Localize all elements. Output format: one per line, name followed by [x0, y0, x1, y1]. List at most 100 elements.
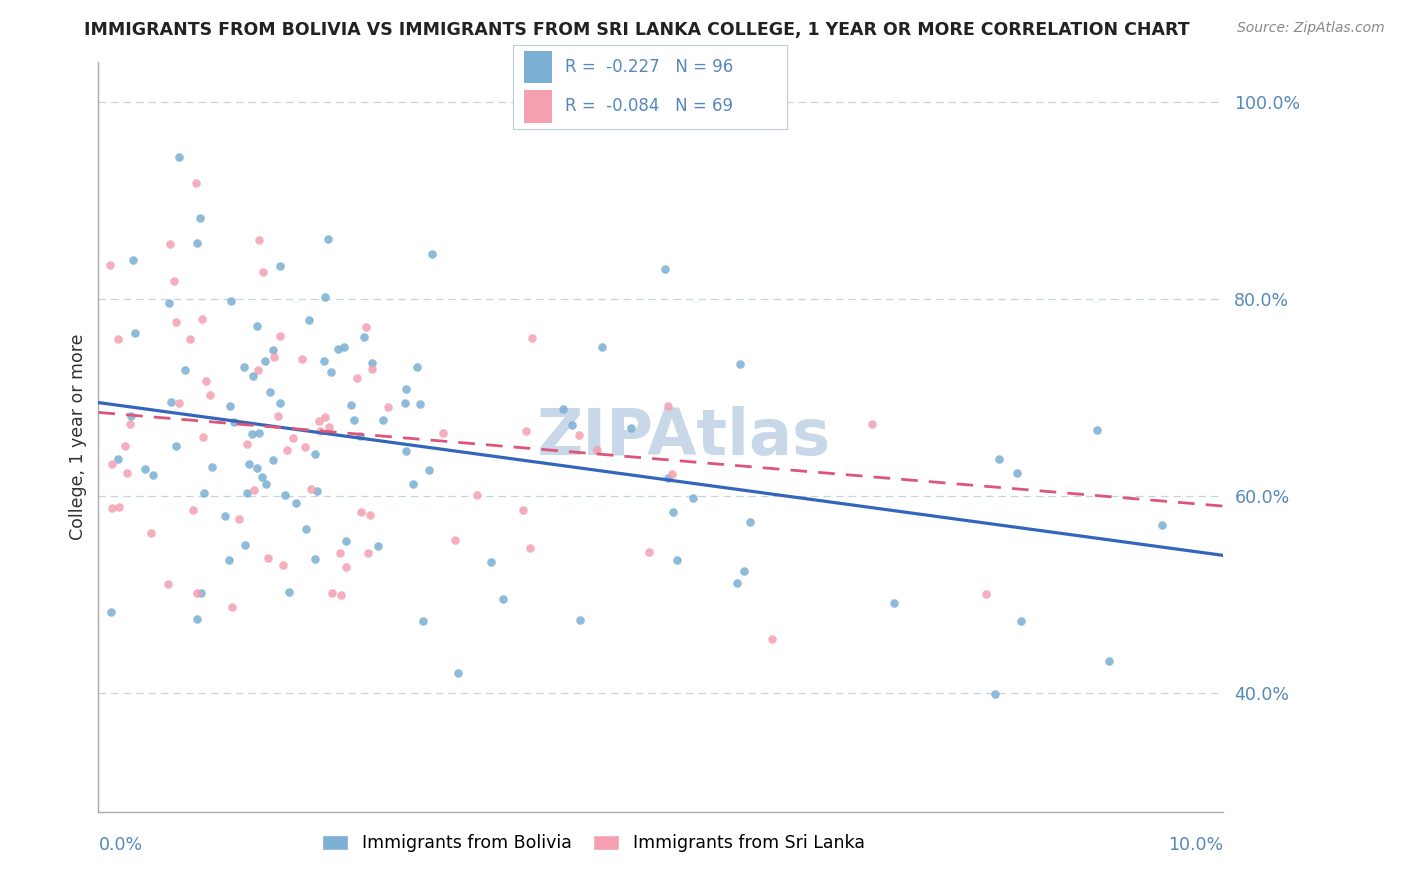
- Point: [298, 313, 321, 327]
- Point: [321, 365, 343, 379]
- Point: [243, 483, 266, 497]
- Point: [359, 508, 381, 522]
- Point: [115, 466, 138, 480]
- Point: [195, 374, 218, 388]
- Point: [242, 369, 264, 384]
- Point: [236, 437, 259, 451]
- Point: [193, 430, 215, 444]
- Point: [201, 459, 224, 474]
- Point: [142, 467, 165, 482]
- Point: [134, 462, 156, 476]
- Point: [1005, 467, 1028, 481]
- Point: [186, 585, 208, 599]
- Point: [120, 417, 142, 431]
- Point: [394, 396, 416, 410]
- Point: [465, 488, 488, 502]
- Point: [314, 354, 336, 368]
- Point: [314, 410, 336, 425]
- Point: [267, 409, 290, 424]
- Point: [277, 585, 299, 599]
- Point: [269, 259, 291, 273]
- Point: [335, 560, 357, 574]
- Point: [420, 246, 443, 260]
- Point: [728, 357, 751, 371]
- Point: [108, 500, 131, 515]
- Point: [252, 469, 274, 483]
- Point: [124, 326, 146, 341]
- Point: [291, 352, 314, 367]
- Point: [860, 417, 883, 431]
- Point: [304, 447, 326, 461]
- Point: [269, 396, 291, 410]
- Point: [356, 546, 378, 560]
- Point: [247, 233, 270, 247]
- Point: [191, 311, 214, 326]
- Point: [361, 362, 384, 376]
- Point: [238, 457, 260, 471]
- Point: [346, 370, 368, 384]
- Bar: [524, 51, 551, 83]
- Point: [188, 211, 211, 226]
- Point: [620, 421, 643, 435]
- Point: [269, 328, 291, 343]
- Point: [165, 315, 187, 329]
- Point: [638, 545, 661, 559]
- Point: [193, 486, 215, 500]
- Point: [520, 331, 543, 345]
- Text: 0.0%: 0.0%: [98, 837, 142, 855]
- Point: [1085, 423, 1108, 437]
- Point: [657, 471, 679, 485]
- Point: [98, 258, 121, 272]
- Point: [432, 426, 454, 441]
- Point: [299, 483, 322, 497]
- Point: [139, 525, 162, 540]
- Point: [120, 409, 142, 423]
- Point: [218, 553, 240, 567]
- Point: [406, 359, 429, 374]
- Point: [167, 396, 190, 410]
- Point: [163, 274, 186, 288]
- Point: [408, 397, 430, 411]
- Point: [294, 522, 316, 536]
- Text: ZIPAtlas: ZIPAtlas: [536, 406, 831, 468]
- Point: [222, 416, 245, 430]
- Point: [122, 253, 145, 268]
- Legend: Immigrants from Bolivia, Immigrants from Sri Lanka: Immigrants from Bolivia, Immigrants from…: [315, 828, 872, 859]
- Text: R =  -0.084   N = 69: R = -0.084 N = 69: [565, 97, 734, 115]
- Point: [179, 332, 201, 346]
- Point: [219, 293, 242, 308]
- Point: [254, 354, 277, 368]
- Point: [371, 413, 394, 427]
- Point: [160, 395, 183, 409]
- Point: [190, 586, 212, 600]
- Point: [246, 461, 269, 475]
- Point: [733, 564, 755, 578]
- Point: [186, 612, 208, 626]
- Point: [402, 477, 425, 491]
- Y-axis label: College, 1 year or more: College, 1 year or more: [69, 334, 87, 541]
- Point: [305, 484, 328, 499]
- Point: [240, 426, 263, 441]
- Point: [354, 319, 377, 334]
- Point: [360, 356, 382, 370]
- Point: [257, 551, 280, 566]
- Point: [285, 496, 308, 510]
- Point: [657, 400, 679, 414]
- Text: 10.0%: 10.0%: [1168, 837, 1223, 855]
- Point: [444, 533, 467, 547]
- Point: [738, 515, 761, 529]
- Point: [316, 232, 339, 246]
- Point: [412, 614, 434, 628]
- Point: [233, 359, 256, 374]
- Point: [333, 340, 356, 354]
- Point: [661, 467, 683, 482]
- Text: R =  -0.227   N = 96: R = -0.227 N = 96: [565, 58, 734, 76]
- Point: [987, 451, 1010, 466]
- Point: [221, 599, 243, 614]
- Bar: [524, 90, 551, 122]
- Point: [262, 343, 284, 358]
- Point: [561, 417, 583, 432]
- Point: [591, 340, 613, 354]
- Point: [233, 538, 256, 552]
- Point: [343, 412, 366, 426]
